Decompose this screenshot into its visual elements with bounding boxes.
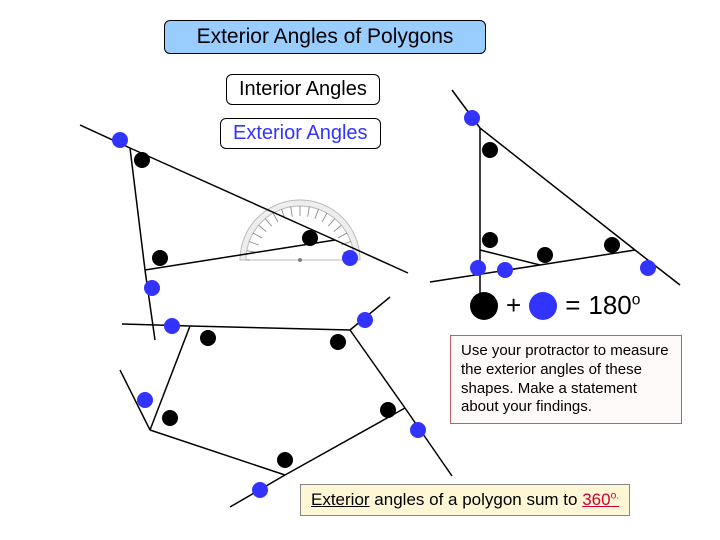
plus-symbol: + — [506, 290, 521, 321]
conclusion-mid: angles of a polygon sum to — [370, 490, 583, 509]
instructions-box: Use your protractor to measure the exter… — [450, 335, 682, 424]
exterior-dot-symbol — [529, 292, 557, 320]
interior-angles-label: Interior Angles — [226, 74, 380, 105]
angle-sum-equation: + = 180o — [470, 290, 640, 321]
interior-dot-symbol — [470, 292, 498, 320]
equals-symbol: = — [565, 290, 580, 321]
exterior-angles-label: Exterior Angles — [220, 118, 381, 149]
conclusion-value: 360o. — [582, 490, 619, 509]
conclusion-box: Exterior angles of a polygon sum to 360o… — [300, 484, 630, 516]
title-banner: Exterior Angles of Polygons — [164, 20, 486, 54]
conclusion-prefix: Exterior — [311, 490, 370, 509]
equation-value: 180o — [588, 290, 640, 321]
